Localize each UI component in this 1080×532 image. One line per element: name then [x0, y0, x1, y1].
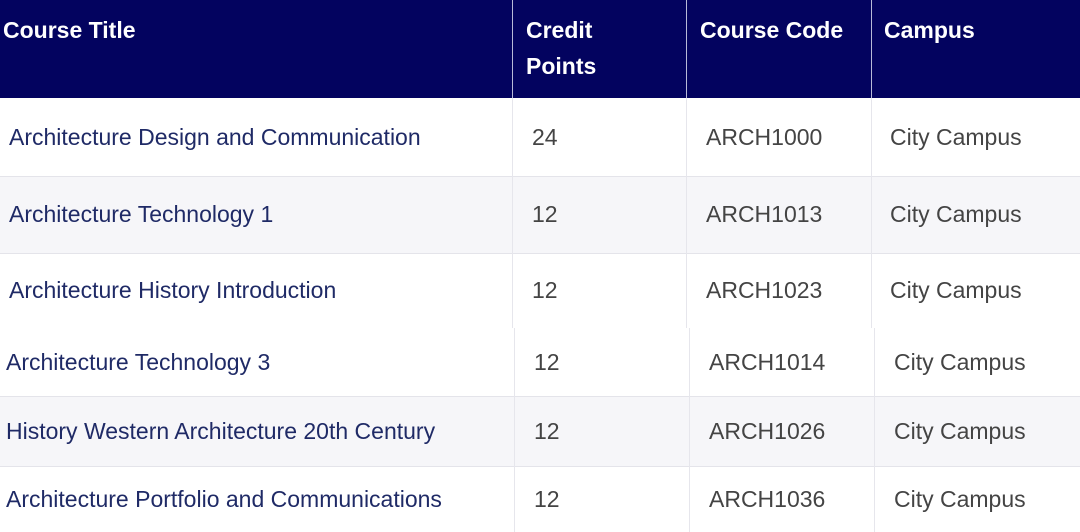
- course-title-link[interactable]: Architecture Portfolio and Communication…: [6, 485, 442, 512]
- credit-points: 12: [534, 348, 560, 375]
- row-divider: [0, 396, 1080, 397]
- course-code: ARCH1023: [706, 277, 823, 303]
- column-divider: [514, 328, 515, 396]
- table-row: Architecture Design and Communication 24…: [0, 98, 1080, 176]
- table-row: Architecture Portfolio and Communication…: [0, 466, 1080, 532]
- course-code: ARCH1000: [706, 123, 823, 150]
- header-credit-line2: Points: [526, 53, 597, 79]
- column-divider: [689, 396, 690, 466]
- course-title-link[interactable]: History Western Architecture 20th Centur…: [6, 417, 436, 444]
- campus: City Campus: [890, 123, 1022, 150]
- credit-points: 12: [534, 417, 560, 444]
- row-divider: [0, 176, 1080, 177]
- campus: City Campus: [890, 201, 1022, 227]
- credit-points: 12: [532, 277, 558, 303]
- campus: City Campus: [894, 417, 1026, 444]
- table-row: Architecture History Introduction 12 ARC…: [0, 253, 1080, 328]
- column-divider: [689, 328, 690, 396]
- course-code: ARCH1026: [709, 417, 826, 444]
- course-code: ARCH1014: [709, 348, 826, 375]
- column-divider: [686, 176, 687, 253]
- column-divider: [689, 466, 690, 532]
- header-divider: [512, 0, 513, 98]
- header-credit-line1: Credit: [526, 17, 593, 43]
- column-divider: [512, 176, 513, 253]
- header-course-title[interactable]: Course Title: [3, 17, 136, 43]
- campus: City Campus: [890, 277, 1022, 303]
- column-divider: [874, 466, 875, 532]
- header-divider: [871, 0, 872, 98]
- header-divider: [686, 0, 687, 98]
- campus: City Campus: [894, 485, 1026, 512]
- table-header: Course Title Credit Points Course Code C…: [0, 0, 1080, 98]
- column-divider: [686, 98, 687, 176]
- column-divider: [514, 466, 515, 532]
- table-row: History Western Architecture 20th Centur…: [0, 396, 1080, 466]
- column-divider: [686, 253, 687, 328]
- credit-points: 12: [532, 201, 558, 227]
- column-divider: [871, 176, 872, 253]
- column-divider: [512, 253, 513, 328]
- header-campus[interactable]: Campus: [884, 17, 975, 43]
- course-code: ARCH1013: [706, 201, 823, 227]
- column-divider: [514, 396, 515, 466]
- column-divider: [874, 328, 875, 396]
- column-divider: [871, 253, 872, 328]
- course-title-link[interactable]: Architecture Technology 1: [9, 201, 274, 227]
- course-code: ARCH1036: [709, 485, 826, 512]
- table-row: Architecture Technology 1 12 ARCH1013 Ci…: [0, 176, 1080, 253]
- course-title-link[interactable]: Architecture History Introduction: [9, 277, 337, 303]
- row-divider: [0, 253, 1080, 254]
- course-title-link[interactable]: Architecture Design and Communication: [9, 123, 421, 150]
- credit-points: 24: [532, 123, 558, 150]
- column-divider: [512, 98, 513, 176]
- table-row: Architecture Technology 3 12 ARCH1014 Ci…: [0, 328, 1080, 396]
- column-divider: [871, 98, 872, 176]
- credit-points: 12: [534, 485, 560, 512]
- course-title-link[interactable]: Architecture Technology 3: [6, 348, 271, 375]
- header-credit-points[interactable]: Credit Points: [526, 0, 676, 98]
- row-divider: [0, 466, 1080, 467]
- header-course-code[interactable]: Course Code: [700, 17, 844, 43]
- column-divider: [874, 396, 875, 466]
- campus: City Campus: [894, 348, 1026, 375]
